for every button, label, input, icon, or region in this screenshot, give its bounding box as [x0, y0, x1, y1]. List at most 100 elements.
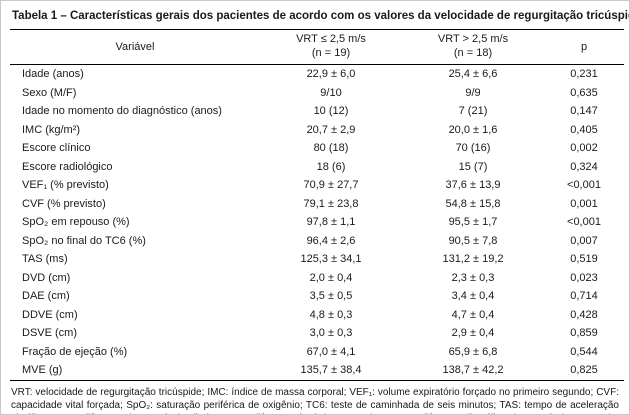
row-label: IMC (kg/m²) [22, 123, 81, 136]
row-value-vrt-gt: 131,2 ± 19,2 [442, 253, 504, 265]
row-value-vrt-le: 67,0 ± 4,1 [306, 345, 356, 358]
table-caption-text: Características gerais dos pacientes de … [69, 10, 630, 22]
row-value-vrt-gt: 2,9 ± 0,4 [451, 327, 495, 339]
row-value-vrt-le: 70,9 ± 27,7 [303, 179, 359, 191]
patients-table: Variável VRT ≤ 2,5 m/s (n = 19) VRT > 2,… [10, 29, 624, 381]
table-row: Escore clínico 80 (18) 70 (16) 0,002 [10, 139, 624, 158]
table-row: VEF₁ (% previsto) 70,9 ± 27,7 37,6 ± 13,9 <… [10, 176, 624, 195]
table-caption: Tabela 1 – Características gerais dos pa… [12, 9, 629, 23]
table-row: DVD (cm) 2,0 ± 0,4 2,3 ± 0,3 0,023 [10, 269, 624, 288]
table-head: Variável VRT ≤ 2,5 m/s (n = 19) VRT > 2,… [10, 29, 624, 65]
row-value-vrt-le: 125,3 ± 34,1 [300, 253, 362, 265]
row-p-value: 0,405 [570, 123, 598, 136]
table-row: Sexo (M/F) 9/10 9/9 0,635 [10, 84, 624, 103]
table-row: DAE (cm) 3,5 ± 0,5 3,4 ± 0,4 0,714 [10, 287, 624, 306]
row-value-vrt-gt: 54,8 ± 15,8 [445, 197, 501, 210]
row-value-vrt-gt: 37,6 ± 13,9 [445, 179, 501, 191]
row-value-vrt-le: 10 (12) [313, 105, 349, 117]
row-value-vrt-gt: 20,0 ± 1,6 [448, 123, 498, 136]
row-value-vrt-gt: 4,7 ± 0,4 [451, 308, 495, 321]
row-p-value: 0,544 [570, 345, 598, 358]
header-vrt-le-line2: (n = 19) [311, 46, 351, 59]
row-value-vrt-gt: 90,5 ± 7,8 [448, 234, 498, 247]
row-value-vrt-le: 97,8 ± 1,1 [306, 216, 356, 228]
row-value-vrt-gt: 70 (16) [455, 142, 491, 154]
row-label: Escore clínico [22, 142, 91, 154]
row-value-vrt-gt: 95,5 ± 1,7 [448, 216, 498, 228]
header-row: Variável VRT ≤ 2,5 m/s (n = 19) VRT > 2,… [10, 29, 624, 65]
table-row: Idade (anos) 22,9 ± 6,0 25,4 ± 6,6 0,231 [10, 65, 624, 84]
header-vrt-gt-line2: (n = 18) [453, 46, 493, 59]
table-row: Escore radiológico 18 (6) 15 (7) 0,324 [10, 158, 624, 177]
header-vrt-le: VRT ≤ 2,5 m/s (n = 19) [260, 29, 402, 65]
row-value-vrt-le: 3,0 ± 0,3 [309, 327, 353, 339]
row-value-vrt-gt: 7 (21) [458, 105, 488, 117]
table-row: SpO₂ no final do TC6 (%) 96,4 ± 2,6 90,5 ±… [10, 232, 624, 251]
row-label: VEF₁ (% previsto) [22, 179, 109, 191]
row-p-value: 0,324 [570, 160, 598, 173]
table-row: CVF (% previsto) 79,1 ± 23,8 54,8 ± 15,8 0,… [10, 195, 624, 214]
row-label: Escore radiológico [22, 160, 113, 173]
table-number: Tabela 1 – [12, 10, 67, 22]
row-value-vrt-le: 9/10 [320, 86, 342, 99]
row-value-vrt-gt: 25,4 ± 6,6 [448, 68, 498, 80]
row-p-value: 0,519 [570, 253, 598, 265]
table-row: DSVE (cm) 3,0 ± 0,3 2,9 ± 0,4 0,859 [10, 324, 624, 343]
row-value-vrt-gt: 2,3 ± 0,3 [451, 271, 495, 284]
row-value-vrt-le: 2,0 ± 0,4 [309, 271, 353, 284]
row-p-value: 0,231 [570, 68, 598, 80]
row-p-value: 0,635 [570, 86, 598, 99]
row-value-vrt-le: 3,5 ± 0,5 [309, 290, 353, 302]
row-value-vrt-le: 96,4 ± 2,6 [306, 234, 356, 247]
header-p-value: p [544, 29, 624, 65]
row-p-value: 0,001 [570, 197, 598, 210]
row-p-value: 0,002 [570, 142, 598, 154]
table-row: IMC (kg/m²) 20,7 ± 2,9 20,0 ± 1,6 0,405 [10, 121, 624, 140]
row-value-vrt-le: 4,8 ± 0,3 [309, 308, 353, 321]
table-row: Idade no momento do diagnóstico (anos) 10… [10, 102, 624, 121]
row-label: DVD (cm) [22, 271, 71, 284]
row-value-vrt-le: 18 (6) [316, 160, 346, 173]
header-variable: Variável [10, 29, 260, 65]
row-value-vrt-le: 22,9 ± 6,0 [306, 68, 356, 80]
table-footnote: VRT: velocidade de regurgitação tricúspi… [10, 381, 620, 415]
row-value-vrt-gt: 15 (7) [458, 160, 488, 173]
row-label: Sexo (M/F) [22, 86, 77, 99]
header-vrt-gt-line1: VRT > 2,5 m/s [437, 33, 509, 45]
table-row: MVE (g) 135,7 ± 38,4 138,7 ± 42,2 0,825 [10, 361, 624, 381]
row-label: TAS (ms) [22, 253, 68, 265]
row-p-value: 0,859 [570, 327, 598, 339]
row-value-vrt-gt: 9/9 [465, 86, 481, 99]
row-p-value: 0,825 [544, 361, 624, 381]
row-label: DDVE (cm) [22, 308, 78, 321]
row-value-vrt-gt: 65,9 ± 6,8 [448, 345, 498, 358]
table-row: DDVE (cm) 4,8 ± 0,3 4,7 ± 0,4 0,428 [10, 306, 624, 325]
row-p-value: 0,428 [570, 308, 598, 321]
table-row: SpO₂ em repouso (%) 97,8 ± 1,1 95,5 ± 1,7 <… [10, 213, 624, 232]
row-label: MVE (g) [10, 361, 260, 381]
row-p-value: <0,001 [567, 179, 601, 191]
table-body: Idade (anos) 22,9 ± 6,0 25,4 ± 6,6 0,231 Sex… [10, 65, 624, 381]
row-label: DAE (cm) [22, 290, 70, 302]
row-p-value: 0,007 [570, 234, 598, 247]
row-value-vrt-gt: 138,7 ± 42,2 [402, 361, 544, 381]
row-label: SpO₂ no final do TC6 (%) [22, 234, 146, 247]
row-label: Idade no momento do diagnóstico (anos) [22, 105, 222, 117]
row-label: SpO₂ em repouso (%) [22, 216, 130, 228]
row-label: Fração de ejeção (%) [22, 345, 128, 358]
row-p-value: 0,023 [570, 271, 598, 284]
row-value-vrt-le: 20,7 ± 2,9 [306, 123, 356, 136]
table-row: TAS (ms) 125,3 ± 34,1 131,2 ± 19,2 0,519 [10, 250, 624, 269]
row-p-value: 0,147 [570, 105, 598, 117]
table-row: Fração de ejeção (%) 67,0 ± 4,1 65,9 ± 6,8… [10, 343, 624, 362]
row-value-vrt-le: 135,7 ± 38,4 [260, 361, 402, 381]
row-p-value: <0,001 [567, 216, 601, 228]
header-vrt-le-line1: VRT ≤ 2,5 m/s [296, 33, 366, 45]
header-vrt-gt: VRT > 2,5 m/s (n = 18) [402, 29, 544, 65]
row-p-value: 0,714 [570, 290, 598, 302]
row-value-vrt-le: 80 (18) [313, 142, 349, 154]
row-label: Idade (anos) [22, 68, 84, 80]
row-label: CVF (% previsto) [22, 197, 106, 210]
row-label: DSVE (cm) [22, 327, 77, 339]
